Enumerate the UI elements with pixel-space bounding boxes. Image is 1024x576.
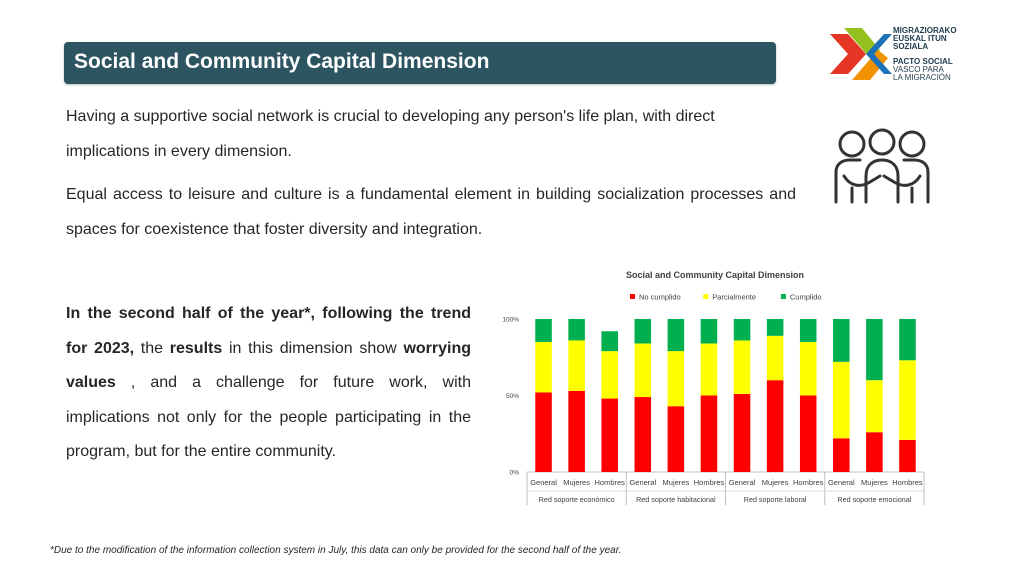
x-tick-label: General <box>629 478 656 487</box>
bar-segment <box>833 438 850 472</box>
bar-segment <box>833 319 850 362</box>
bar-segment <box>766 380 784 472</box>
legend-label-0: No cumplido <box>639 293 681 302</box>
bar-segment <box>899 319 916 361</box>
bar-segment <box>833 361 850 439</box>
intro-paragraph-2: Equal access to leisure and culture is a… <box>66 186 796 238</box>
bar-segment <box>568 390 585 472</box>
bar-segment <box>866 319 883 381</box>
bar-segment <box>700 395 718 472</box>
bar-segment <box>700 343 718 396</box>
bar-segment <box>733 393 751 472</box>
bar-segment <box>733 340 751 394</box>
bar-segment <box>799 319 817 342</box>
legend-label-1: Parcialmente <box>712 293 756 302</box>
group-label: Red soporte emocional <box>837 495 911 504</box>
section-title-bar: Social and Community Capital Dimension <box>64 42 776 84</box>
bar-segment <box>799 341 817 396</box>
intro-paragraph-1: Having a supportive social network is cr… <box>66 108 715 160</box>
x-tick-label: Mujeres <box>563 478 590 487</box>
group-label: Red soporte económico <box>539 495 615 504</box>
y-tick-label: 50% <box>506 393 519 400</box>
legend-swatch <box>780 294 786 299</box>
bar-segment <box>667 351 685 407</box>
bar-segment <box>601 331 618 352</box>
bar-segment <box>568 340 585 391</box>
x-tick-label: Hombres <box>594 478 625 487</box>
x-tick-label: Mujeres <box>762 478 789 487</box>
x-tick-label: Hombres <box>694 478 725 487</box>
people-hugging-icon <box>834 128 930 204</box>
x-tick-label: Hombres <box>892 478 923 487</box>
x-tick-label: General <box>729 478 756 487</box>
x-tick-label: Mujeres <box>861 478 888 487</box>
x-tick-label: Hombres <box>793 478 824 487</box>
page-title: Social and Community Capital Dimension <box>74 50 490 73</box>
bar-segment <box>601 351 618 399</box>
bar-segment <box>535 341 552 393</box>
footnote: *Due to the modification of the informat… <box>50 545 622 556</box>
logo-mark <box>830 28 892 80</box>
bar-segment <box>899 439 916 472</box>
y-tick-label: 100% <box>502 317 519 324</box>
stacked-bar-chart: Social and Community Capital Dimension No… <box>502 270 925 505</box>
bar-segment <box>700 319 718 344</box>
group-label: Red soporte laboral <box>744 495 807 504</box>
bar-segment <box>634 319 652 344</box>
bar-segment <box>667 319 685 352</box>
x-tick-label: Mujeres <box>663 478 690 487</box>
bar-segment <box>535 392 552 472</box>
legend-swatch <box>630 294 635 299</box>
bar-segment <box>766 319 784 336</box>
logo-text: MIGRAZIORAKO EUSKAL ITUN SOZIALA PACTO S… <box>893 26 957 83</box>
x-tick-label: General <box>828 478 855 487</box>
group-label: Red soporte habitacional <box>636 495 716 504</box>
bar-segment <box>634 397 652 472</box>
bar-segment <box>733 319 751 341</box>
bar-segment <box>866 380 883 433</box>
bar-segment <box>866 432 883 472</box>
bar-segment <box>634 343 652 398</box>
y-tick-label: 0% <box>510 470 520 477</box>
bar-segment <box>799 395 817 472</box>
summary-paragraph: In the second half of the year*, followi… <box>66 305 472 461</box>
bar-segment <box>601 398 618 472</box>
chart-title: Social and Community Capital Dimension <box>626 270 804 280</box>
legend-swatch <box>703 294 709 299</box>
bar-segment <box>667 406 685 472</box>
bar-segment <box>899 360 916 440</box>
bar-segment <box>568 319 585 341</box>
legend-label-2: Cumplido <box>790 293 822 302</box>
bar-segment <box>766 335 784 381</box>
bar-segment <box>535 319 552 342</box>
x-tick-label: General <box>530 478 557 487</box>
